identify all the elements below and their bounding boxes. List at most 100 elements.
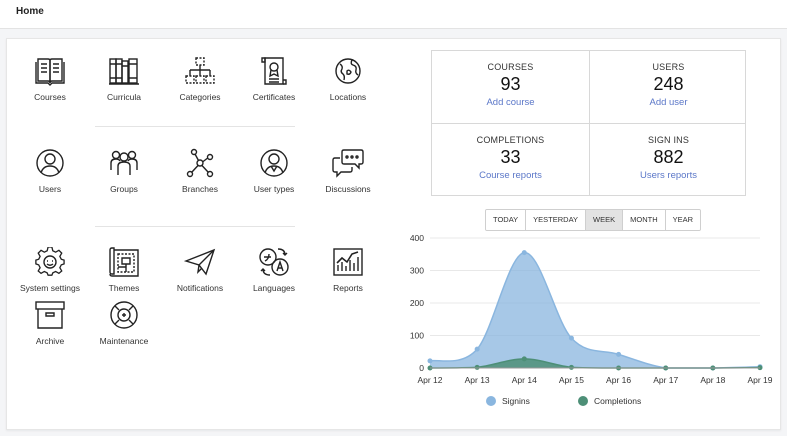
tile-user-types[interactable]: User types xyxy=(237,148,311,194)
tile-branches[interactable]: Branches xyxy=(163,148,237,194)
x-tick-label: Apr 12 xyxy=(417,375,442,385)
stats-panel: COURSES 93 Add course USERS 248 Add user… xyxy=(431,50,746,196)
x-tick-label: Apr 13 xyxy=(465,375,490,385)
tile-label: Locations xyxy=(329,92,367,102)
branches-icon xyxy=(186,148,214,178)
data-point-signins xyxy=(474,346,480,352)
tile-label: Languages xyxy=(252,283,296,293)
stat-sign-ins: SIGN INS 882 Users reports xyxy=(590,124,747,196)
y-tick-label: 200 xyxy=(410,298,424,308)
tab-today[interactable]: TODAY xyxy=(486,210,526,230)
data-point-signins xyxy=(427,358,433,364)
stat-caption: SIGN INS xyxy=(647,135,690,145)
stat-value: 248 xyxy=(653,74,684,94)
tile-label: Users xyxy=(38,184,62,194)
tile-maintenance[interactable]: Maintenance xyxy=(87,300,161,346)
blueprint-icon xyxy=(109,247,139,277)
translate-icon xyxy=(259,248,289,276)
y-tick-label: 400 xyxy=(410,233,424,243)
completions-swatch xyxy=(578,396,588,406)
tile-certificates[interactable]: Certificates xyxy=(237,56,311,102)
y-tick-label: 0 xyxy=(419,363,424,373)
stat-value: 33 xyxy=(500,147,521,167)
legend-item-completions[interactable]: Completions xyxy=(578,396,641,406)
tile-themes[interactable]: Themes xyxy=(87,247,161,293)
legend-label: Completions xyxy=(594,396,642,406)
tile-archive[interactable]: Archive xyxy=(13,300,87,346)
x-tick-label: Apr 15 xyxy=(559,375,584,385)
book-icon xyxy=(35,58,65,86)
data-point-signins xyxy=(616,351,622,357)
tile-label: Curricula xyxy=(106,92,141,102)
legend-label: Signins xyxy=(502,396,530,406)
data-point-signins xyxy=(568,335,574,341)
series-area-completions xyxy=(430,358,760,368)
x-tick-label: Apr 16 xyxy=(606,375,631,385)
data-point-completions xyxy=(568,364,574,370)
data-point-completions xyxy=(521,356,527,362)
gear-icon xyxy=(35,247,65,276)
tile-users[interactable]: Users xyxy=(13,148,87,194)
stat-users: USERS 248 Add user xyxy=(590,51,747,123)
paper-plane-icon xyxy=(184,248,216,276)
certificate-icon xyxy=(261,57,287,85)
tile-label: Maintenance xyxy=(99,336,149,346)
add-course-link[interactable]: Add course xyxy=(486,97,535,108)
tile-categories[interactable]: Categories xyxy=(163,56,237,102)
group-icon xyxy=(110,150,138,175)
stat-caption: COURSES xyxy=(487,62,534,72)
user-type-icon xyxy=(260,149,288,177)
tile-label: Archive xyxy=(35,336,65,346)
tile-label: Themes xyxy=(108,283,140,293)
tile-reports[interactable]: Reports xyxy=(311,247,385,293)
course-reports-link[interactable]: Course reports xyxy=(479,170,542,181)
stat-value: 93 xyxy=(500,74,521,94)
period-tabs: TODAY YESTERDAY WEEK MONTH YEAR xyxy=(485,209,702,231)
stat-courses: COURSES 93 Add course xyxy=(432,51,589,123)
x-tick-label: Apr 19 xyxy=(747,375,772,385)
legend-item-signins[interactable]: Signins xyxy=(486,396,530,406)
tile-label: User types xyxy=(253,184,295,194)
users-reports-link[interactable]: Users reports xyxy=(639,170,697,181)
divider xyxy=(95,226,295,227)
x-tick-label: Apr 17 xyxy=(653,375,678,385)
stat-completions: COMPLETIONS 33 Course reports xyxy=(432,124,589,196)
tile-discussions[interactable]: Discussions xyxy=(311,148,385,194)
stat-value: 882 xyxy=(653,147,684,167)
data-point-completions xyxy=(474,364,480,370)
globe-icon xyxy=(335,58,361,84)
tab-week[interactable]: WEEK xyxy=(585,210,623,230)
tile-courses[interactable]: Courses xyxy=(13,56,87,102)
tile-label: Groups xyxy=(110,184,138,194)
books-shelf-icon xyxy=(109,58,139,85)
tile-label: Categories xyxy=(179,92,221,102)
tile-locations[interactable]: Locations xyxy=(311,56,385,102)
tab-year[interactable]: YEAR xyxy=(664,210,701,230)
tile-languages[interactable]: Languages xyxy=(237,247,311,293)
tile-groups[interactable]: Groups xyxy=(87,148,161,194)
y-tick-label: 300 xyxy=(410,266,424,276)
tile-label: Reports xyxy=(333,283,363,293)
tile-label: System settings xyxy=(20,283,80,293)
tile-label: Notifications xyxy=(176,283,224,293)
data-point-signins xyxy=(521,250,527,256)
add-user-link[interactable]: Add user xyxy=(649,97,688,108)
tab-yesterday[interactable]: YESTERDAY xyxy=(525,210,586,230)
divider xyxy=(432,123,745,124)
stat-caption: USERS xyxy=(652,62,685,72)
archive-box-icon xyxy=(35,301,65,329)
tile-label: Courses xyxy=(34,92,66,102)
tile-label: Certificates xyxy=(252,92,296,102)
hierarchy-icon xyxy=(185,57,215,84)
tile-notifications[interactable]: Notifications xyxy=(163,247,237,293)
signins-swatch xyxy=(486,396,496,406)
tile-system-settings[interactable]: System settings xyxy=(13,247,87,293)
tile-curricula[interactable]: Curricula xyxy=(87,56,161,102)
user-icon xyxy=(36,149,64,177)
x-tick-label: Apr 14 xyxy=(512,375,537,385)
series-area-signins xyxy=(430,252,760,368)
y-tick-label: 100 xyxy=(410,331,424,341)
tab-month[interactable]: MONTH xyxy=(622,210,665,230)
top-bar: Home xyxy=(0,0,787,29)
